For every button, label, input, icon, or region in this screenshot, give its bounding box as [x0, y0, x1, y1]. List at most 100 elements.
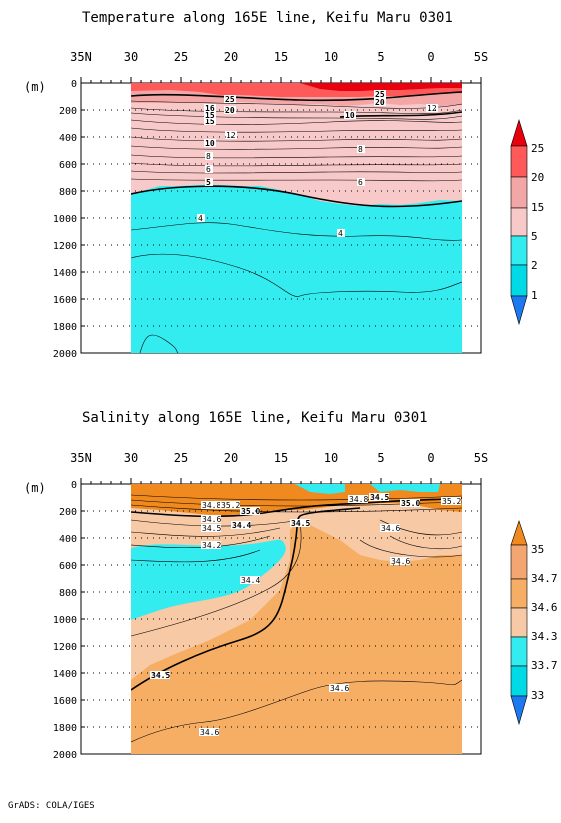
sal-label-34-6: 34.6 — [202, 515, 221, 524]
sal-label-34-2: 34.2 — [202, 541, 221, 550]
footer-credit: GrADS: COLA/IGES — [8, 801, 95, 811]
s-y-tick-label: 800 — [59, 588, 77, 599]
sal-colorbar-label-33: 33 — [531, 689, 544, 702]
temp-colorbar-label-25: 25 — [531, 142, 544, 155]
temp-colorbar-label-20: 20 — [531, 171, 544, 184]
sal-colorbar-label-34-7: 34.7 — [531, 572, 558, 585]
t-y-tick-label: 1600 — [53, 295, 77, 306]
s-x-tick-label: 0 — [427, 451, 434, 465]
temp-label-6b: 6 — [358, 178, 363, 187]
sal-label-34-5: 34.5 — [202, 524, 221, 533]
t-y-tick-label: 600 — [59, 160, 77, 171]
temp-label-16: 16 — [205, 104, 215, 113]
temp-label-15: 15 — [205, 117, 215, 126]
s-x-tick-label: 30 — [124, 451, 138, 465]
t-x-tick-label: 30 — [124, 50, 138, 64]
temperature-contour-labels: 25 20 15 12 10 8 6 5 4 16 15 20 25 12 10… — [197, 90, 438, 238]
sal-label-34-5d: 34.5 — [151, 671, 170, 680]
temperature-title: Temperature along 165E line, Keifu Maru … — [82, 10, 453, 26]
temp-label-5: 5 — [206, 178, 211, 187]
sal-band-low-34-3 — [131, 539, 286, 620]
s-x-tick-label: 25 — [174, 451, 188, 465]
s-y-tick-label: 200 — [59, 507, 77, 518]
sal-label-34-8b: 34.8 — [349, 495, 368, 504]
sal-label-34-5b: 34.5 — [291, 519, 310, 528]
temp-label-10: 10 — [205, 139, 215, 148]
temp-label-8b: 8 — [358, 145, 363, 154]
temp-colorbar-label-15: 15 — [531, 201, 544, 214]
temp-label-20b: 20 — [375, 98, 385, 107]
sal-colorbar-label-33-7: 33.7 — [531, 659, 558, 672]
s-x-tick-label: 20 — [224, 451, 238, 465]
s-y-tick-label: 0 — [71, 480, 77, 491]
sal-label-35-2: 35.2 — [221, 501, 240, 510]
sal-colorbar-label-35: 35 — [531, 543, 544, 556]
sal-label-35-2b: 35.2 — [442, 497, 461, 506]
t-y-tick-label: 400 — [59, 133, 77, 144]
salinity-thick-isohalines — [131, 497, 462, 691]
t-y-tick-label: 0 — [71, 79, 77, 90]
s-x-tick-label: 5 — [377, 451, 384, 465]
temp-band-above-25 — [300, 83, 462, 91]
temp-colorbar-label-5: 5 — [531, 230, 538, 243]
sal-band-fresh-patch-2 — [370, 484, 440, 492]
temp-colorbar-label-2: 2 — [531, 259, 538, 272]
t-x-tick-label: 25 — [174, 50, 188, 64]
sal-label-35-0b: 35.0 — [401, 499, 420, 508]
salinity-y-axis: 0 200 400 600 800 1000 1200 1400 1600 1800 2000 — [53, 480, 481, 761]
sal-label-34-4b: 34.4 — [241, 576, 260, 585]
s-y-tick-label: 400 — [59, 534, 77, 545]
sal-label-34-6b: 34.6 — [381, 524, 400, 533]
t-y-tick-label: 2000 — [53, 349, 77, 360]
temperature-chart: Temperature along 165E line, Keifu Maru … — [24, 10, 544, 360]
temperature-x-axis: 35N 30 25 20 15 10 5 0 5S — [70, 50, 488, 83]
s-y-tick-label: 1200 — [53, 642, 77, 653]
temp-label-25b: 25 — [375, 90, 385, 99]
temperature-fields — [131, 83, 462, 353]
t-x-tick-label: 35N — [70, 50, 92, 64]
temp-colorbar-label-1: 1 — [531, 289, 538, 302]
s-x-tick-label: 35N — [70, 451, 92, 465]
sal-band-fresh-patch — [295, 484, 345, 494]
temperature-y-unit: (m) — [24, 80, 46, 94]
s-y-tick-label: 600 — [59, 561, 77, 572]
sal-label-34-4: 34.4 — [232, 521, 251, 530]
s-x-tick-label: 10 — [324, 451, 338, 465]
salinity-colorbar: 35 34.7 34.6 34.3 33.7 33 — [510, 520, 558, 726]
temp-label-25: 25 — [225, 95, 235, 104]
sal-colorbar-top-tip — [510, 520, 528, 546]
t-x-tick-label: 20 — [224, 50, 238, 64]
temp-colorbar-bottom-tip — [510, 295, 528, 326]
sal-label-34-6c: 34.6 — [391, 557, 410, 566]
salinity-chart: Salinity along 165E line, Keifu Maru 030… — [24, 410, 558, 761]
temp-colorbar-top-tip — [510, 118, 528, 147]
temperature-isotherms — [131, 100, 462, 353]
t-x-tick-label: 0 — [427, 50, 434, 64]
sal-label-34-6e: 34.6 — [200, 728, 219, 737]
temp-label-8: 8 — [206, 152, 211, 161]
temp-label-10b: 10 — [345, 111, 355, 120]
temp-label-12b: 12 — [427, 104, 437, 113]
temp-label-15b: 15 — [205, 111, 215, 120]
sal-colorbar-label-34-3: 34.3 — [531, 630, 558, 643]
temp-label-12: 12 — [226, 131, 236, 140]
t-y-tick-label: 200 — [59, 106, 77, 117]
sal-label-35-0: 35.0 — [241, 507, 260, 516]
salinity-title: Salinity along 165E line, Keifu Maru 030… — [82, 410, 428, 426]
t-y-tick-label: 1200 — [53, 241, 77, 252]
s-y-tick-label: 2000 — [53, 750, 77, 761]
t-y-tick-label: 800 — [59, 187, 77, 198]
s-y-tick-label: 1400 — [53, 669, 77, 680]
s-y-tick-label: 1000 — [53, 615, 77, 626]
t-y-tick-label: 1800 — [53, 322, 77, 333]
temp-label-4: 4 — [198, 214, 203, 223]
t-y-tick-label: 1000 — [53, 214, 77, 225]
t-x-tick-label: 10 — [324, 50, 338, 64]
sal-label-34-8: 34.8 — [202, 501, 221, 510]
salinity-x-axis: 35N 30 25 20 15 10 5 0 5S — [70, 451, 488, 484]
sal-label-34-5c: 34.5 — [370, 493, 389, 502]
s-y-tick-label: 1800 — [53, 723, 77, 734]
temp-label-6: 6 — [206, 165, 211, 174]
t-x-tick-label: 5 — [377, 50, 384, 64]
